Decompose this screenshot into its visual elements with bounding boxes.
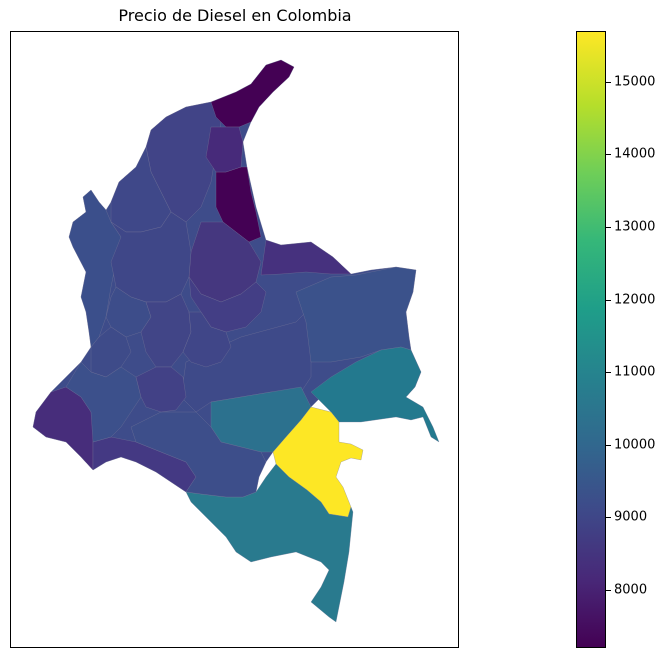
colorbar-tick-label: 8000: [614, 582, 648, 598]
colorbar-tick-label: 13000: [614, 219, 656, 235]
region-cundinamarca: [182, 311, 232, 368]
map-title: Precio de Diesel en Colombia: [118, 6, 352, 25]
region-choco: [68, 189, 122, 348]
region-huila: [135, 366, 187, 413]
region-guainia: [310, 346, 440, 443]
colorbar-tick-mark: [605, 444, 611, 446]
colorbar-tick-mark: [605, 589, 611, 591]
colorbar-tick-mark: [605, 81, 611, 83]
region-tolima: [140, 293, 192, 368]
region-antioquia: [110, 211, 192, 303]
colorbar-tick-mark: [605, 226, 611, 228]
colombia-map: [32, 59, 440, 623]
region-caldas-risaralda: [105, 286, 152, 338]
region-vichada: [295, 266, 417, 363]
region-caqueta: [130, 411, 267, 498]
colorbar-tick-mark: [605, 517, 611, 519]
colorbar-tick-label: 11000: [614, 364, 656, 380]
region-magdalena: [205, 126, 244, 173]
region-amazonas: [185, 463, 354, 623]
map-frame: [10, 31, 459, 648]
colorbar-tick-label: 14000: [614, 146, 656, 162]
colorbar-tick-label: 9000: [614, 509, 648, 525]
colorbar-tick-label: 10000: [614, 437, 656, 453]
region-cauca: [65, 361, 142, 443]
region-la-guajira: [210, 59, 295, 128]
colorbar-tick-label: 12000: [614, 292, 656, 308]
colorbar: [576, 31, 606, 648]
colorbar-tick-mark: [605, 299, 611, 301]
colorbar-tick-mark: [605, 154, 611, 156]
region-arauca: [260, 239, 352, 276]
colorbar-tick-mark: [605, 372, 611, 374]
colorbar-tick-label: 15000: [614, 74, 656, 90]
